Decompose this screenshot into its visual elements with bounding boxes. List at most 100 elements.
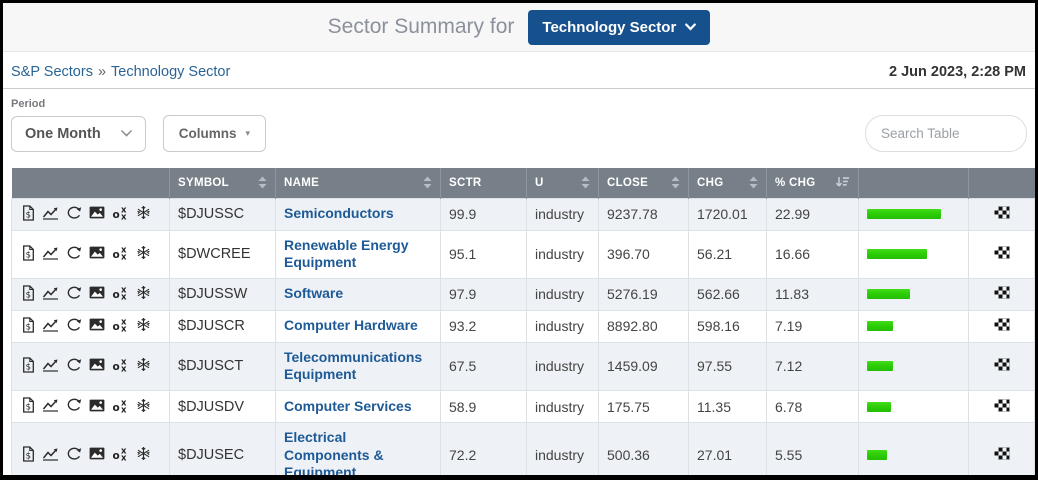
sharpchart-icon[interactable]	[42, 246, 59, 260]
acp-chart-icon[interactable]	[66, 286, 82, 300]
seasonality-icon[interactable]	[136, 205, 151, 220]
seasonality-icon[interactable]	[136, 398, 151, 413]
name-link[interactable]: Renewable Energy Equipment	[284, 236, 409, 271]
galleryview-icon[interactable]	[89, 286, 105, 299]
name-cell: Computer Services	[275, 390, 441, 423]
column-header-chg[interactable]: CHG	[688, 168, 767, 198]
svg-text:x: x	[121, 454, 127, 462]
candleglance-cell	[968, 390, 1035, 423]
column-header-universe[interactable]: U	[526, 168, 599, 198]
candleglance-icon[interactable]	[994, 398, 1010, 412]
name-link[interactable]: Computer Services	[284, 397, 412, 414]
galleryview-icon[interactable]	[89, 358, 105, 371]
name-link[interactable]: Computer Hardware	[284, 317, 418, 334]
svg-text:x: x	[121, 206, 127, 216]
column-header-name[interactable]: NAME	[275, 168, 441, 198]
summary-doc-icon[interactable]: $	[22, 446, 35, 462]
name-link[interactable]: Electrical Components & Equipment	[284, 429, 384, 480]
acp-chart-icon[interactable]	[66, 206, 82, 220]
candleglance-icon[interactable]	[994, 206, 1010, 219]
candleglance-icon[interactable]	[994, 358, 1010, 372]
candleglance-icon[interactable]	[994, 447, 1010, 461]
column-header-symbol[interactable]: SYMBOL	[169, 168, 276, 198]
acp-chart-icon[interactable]	[66, 398, 82, 412]
summary-doc-icon[interactable]: $	[22, 317, 35, 333]
summary-doc-icon[interactable]: $	[22, 285, 35, 301]
search-input[interactable]	[865, 115, 1027, 152]
sharpchart-icon[interactable]	[42, 447, 59, 461]
close-cell: 9237.78	[598, 197, 689, 231]
name-link[interactable]: Semiconductors	[284, 205, 394, 222]
acp-chart-icon[interactable]	[66, 318, 82, 332]
chg-cell: 11.35	[688, 390, 767, 423]
sharpchart-icon[interactable]	[42, 398, 59, 412]
column-header-pct-chg[interactable]: % CHG	[766, 168, 859, 198]
galleryview-icon[interactable]	[89, 318, 105, 331]
column-header-close[interactable]: CLOSE	[598, 168, 689, 198]
pct-chg-bar-cell	[858, 390, 969, 423]
acp-chart-icon[interactable]	[66, 246, 82, 260]
galleryview-icon[interactable]	[89, 206, 105, 219]
galleryview-icon[interactable]	[89, 399, 105, 412]
svg-text:$: $	[26, 250, 31, 260]
pct-chg-bar-cell	[858, 277, 969, 311]
period-select[interactable]: One Month	[11, 115, 146, 152]
svg-text:x: x	[121, 286, 127, 296]
breadcrumb-row: S&P Sectors» Technology Sector 2 Jun 2023…	[3, 52, 1035, 88]
summary-doc-icon[interactable]: $	[22, 397, 35, 413]
seasonality-icon[interactable]	[136, 245, 151, 260]
sharpchart-icon[interactable]	[42, 206, 59, 220]
candleglance-icon[interactable]	[994, 286, 1010, 300]
seasonality-icon[interactable]	[136, 446, 151, 461]
breadcrumb-link-sp-sectors[interactable]: S&P Sectors	[11, 64, 93, 80]
acp-chart-icon[interactable]	[66, 358, 82, 372]
sharpchart-icon[interactable]	[42, 318, 59, 332]
sort-icon[interactable]	[258, 176, 267, 189]
sort-desc-icon[interactable]	[835, 176, 850, 189]
pct-chg-bar-cell	[858, 422, 969, 475]
acp-chart-icon[interactable]	[66, 447, 82, 461]
sector-select-button[interactable]: Technology Sector	[528, 9, 711, 45]
u-cell: industry	[526, 229, 599, 279]
sort-icon[interactable]	[749, 176, 758, 189]
sort-icon[interactable]	[423, 176, 432, 189]
svg-text:$: $	[26, 322, 31, 332]
name-link[interactable]: Software	[284, 285, 344, 302]
columns-button[interactable]: Columns ▾	[162, 115, 267, 152]
candleglance-icon[interactable]	[994, 246, 1010, 259]
divider	[3, 88, 1035, 89]
sharpchart-icon[interactable]	[42, 286, 59, 300]
galleryview-icon[interactable]	[89, 246, 105, 259]
columns-button-label: Columns	[178, 126, 237, 141]
close-cell: 8892.80	[598, 309, 689, 343]
seasonality-icon[interactable]	[136, 317, 151, 332]
seasonality-icon[interactable]	[136, 357, 151, 372]
candleglance-icon[interactable]	[994, 318, 1010, 332]
summary-doc-icon[interactable]: $	[22, 357, 35, 373]
sctr-cell: 67.5	[440, 341, 527, 392]
summary-doc-icon[interactable]: $	[22, 244, 35, 261]
svg-text:x: x	[121, 447, 127, 457]
sort-icon[interactable]	[671, 176, 680, 189]
summary-doc-icon[interactable]: $	[22, 204, 35, 221]
candleglance-cell	[968, 341, 1035, 392]
column-label: CHG	[697, 176, 724, 189]
sort-icon[interactable]	[581, 176, 590, 189]
column-label: U	[535, 176, 544, 189]
galleryview-icon[interactable]	[89, 447, 105, 460]
column-header-pct-bar	[858, 168, 969, 198]
breadcrumb-separator: »	[97, 64, 107, 80]
breadcrumb-link-technology-sector[interactable]: Technology Sector	[111, 64, 231, 80]
name-link[interactable]: Telecommunications Equipment	[284, 348, 423, 383]
symbol-cell: $DJUSCR	[169, 309, 276, 343]
seasonality-icon[interactable]	[136, 285, 151, 300]
sharpchart-icon[interactable]	[42, 358, 59, 372]
chg-cell: 1720.01	[688, 197, 767, 231]
